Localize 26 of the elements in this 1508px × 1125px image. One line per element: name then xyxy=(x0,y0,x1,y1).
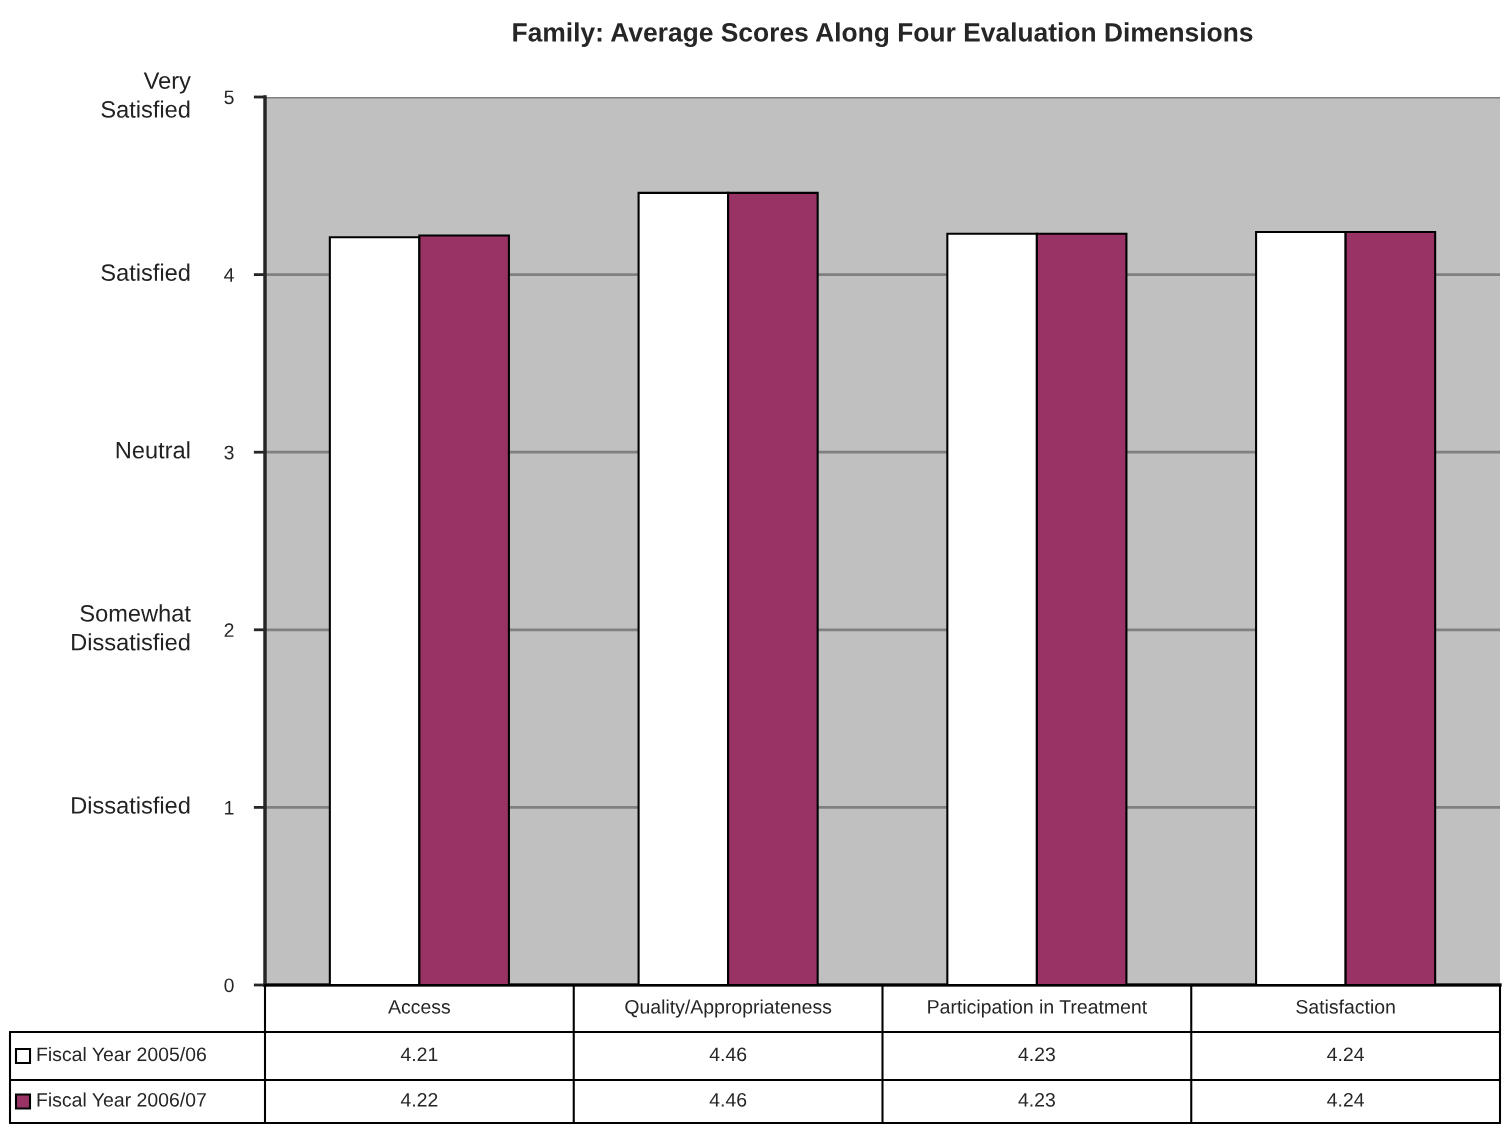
text: Neutral xyxy=(116,441,190,459)
y-tick-label: 0 xyxy=(224,978,234,993)
y-tick-label: 3 xyxy=(224,445,234,460)
text: Somewhat Dissatisfied xyxy=(72,604,191,651)
x-tick-label: Participation in Treatment xyxy=(928,999,1147,1018)
text: Dissatisfied xyxy=(72,796,190,814)
y-tick-label: 5 xyxy=(224,90,234,105)
data-label: 4.24 xyxy=(1327,1092,1364,1107)
text: Satisfied xyxy=(101,263,190,281)
data-label: 4.46 xyxy=(709,1092,747,1107)
x-tick-label: Satisfaction xyxy=(1296,999,1395,1014)
data-label: 4.24 xyxy=(1327,1047,1364,1062)
y-tick-label: 1 xyxy=(225,801,234,815)
legend-label: Fiscal Year 2006/07 xyxy=(37,1092,206,1107)
data-label: 4.23 xyxy=(1018,1047,1055,1062)
x-tick-label: Quality/Appropriateness xyxy=(625,999,832,1018)
data-label: 4.22 xyxy=(400,1092,438,1107)
data-label: 4.46 xyxy=(709,1047,747,1062)
data-label: 4.23 xyxy=(1018,1092,1055,1107)
chart-title: Family: Average Scores Along Four Evaluation Dimensions xyxy=(513,22,1253,48)
y-tick-label: 2 xyxy=(224,623,234,637)
x-tick-label: Access xyxy=(388,1000,451,1014)
data-label: 4.21 xyxy=(400,1047,438,1062)
y-tick-label: 4 xyxy=(224,268,234,282)
legend-label: Fiscal Year 2005/06 xyxy=(37,1046,206,1062)
text: Very Satisfied xyxy=(101,72,191,118)
